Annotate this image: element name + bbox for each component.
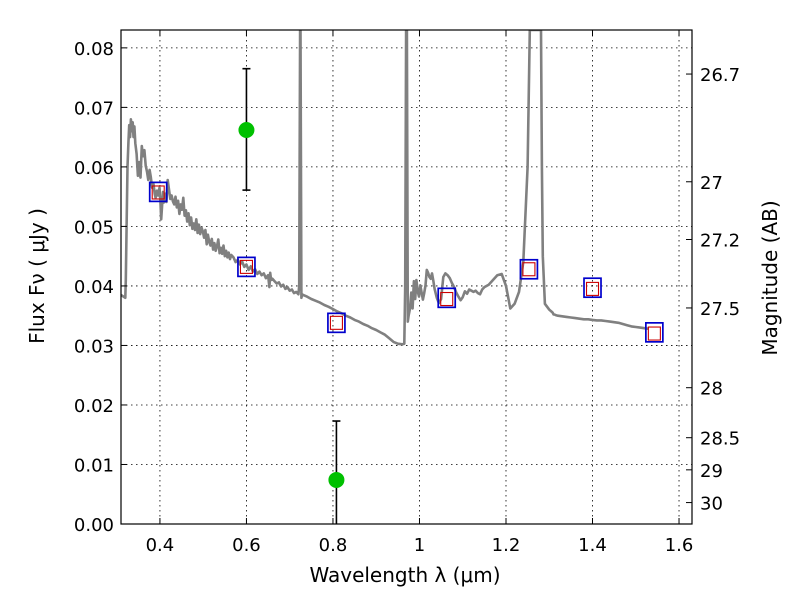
- magnitude-tick-label: 27.5: [700, 299, 740, 320]
- plot-frame: [120, 29, 693, 525]
- observed-photometry-marker: [237, 256, 256, 278]
- magnitude-tick-label: 27.2: [700, 231, 740, 252]
- model-photometry-marker: [151, 185, 165, 200]
- y-tick-label: 0.03: [74, 336, 114, 357]
- detections-group: [238, 67, 345, 524]
- x-tick-label: 1: [414, 535, 425, 556]
- model-photometry-marker: [522, 262, 536, 277]
- photometry-group: [148, 181, 664, 343]
- y-tick-label: 0.05: [74, 217, 114, 238]
- y-tick-label: 0.06: [74, 158, 114, 179]
- x-tick-label: 1.2: [492, 535, 521, 556]
- magnitude-tick-label: 27: [700, 173, 723, 194]
- observed-photometry-marker: [645, 322, 664, 343]
- y-tick-label: 0.07: [74, 98, 114, 119]
- sed-curve-group: [121, 30, 649, 346]
- model-photometry-marker: [647, 326, 661, 341]
- x-tick-label: 1.6: [665, 535, 694, 556]
- model-photometry-marker: [329, 315, 343, 330]
- x-tick-label: 0.8: [319, 535, 348, 556]
- observed-photometry-marker: [148, 181, 168, 203]
- magnitude-tick-label: 28.5: [700, 429, 740, 450]
- y-tick-label: 0.01: [74, 455, 114, 476]
- x-axis: 0.4 0.6 0.8 1 1.2 1.4 1.6: [146, 30, 694, 556]
- magnitude-tick-label: 30: [700, 494, 723, 515]
- model-photometry-marker: [585, 281, 600, 296]
- y-axis-right: 26.7 27 27.2 27.5 28 28.5 29 30: [686, 65, 740, 515]
- detection-point: [328, 471, 345, 488]
- model-photometry-marker: [440, 291, 454, 307]
- x-axis-title: Wavelength λ (μm): [309, 563, 500, 587]
- detection-point: [238, 121, 255, 138]
- y-tick-label: 0.00: [74, 515, 114, 536]
- sed-model-line: [121, 30, 649, 346]
- observed-photometry-marker: [583, 277, 602, 299]
- model-photometry-marker: [239, 259, 253, 274]
- observed-photometry-marker: [327, 312, 346, 334]
- x-tick-label: 0.6: [232, 535, 261, 556]
- y-tick-label: 0.04: [74, 277, 114, 298]
- magnitude-tick-label: 26.7: [700, 65, 740, 86]
- x-tick-label: 1.4: [578, 535, 607, 556]
- magnitude-tick-label: 28: [700, 379, 723, 400]
- x-tick-label: 0.4: [146, 535, 175, 556]
- y-axis-title: Flux Fν ( μJy ): [25, 208, 49, 344]
- y-tick-label: 0.08: [74, 39, 114, 60]
- magnitude-tick-label: 29: [700, 461, 723, 482]
- right-axis-title: Magnitude (AB): [758, 200, 782, 355]
- y-tick-label: 0.02: [74, 396, 114, 417]
- observed-photometry-marker: [519, 258, 539, 280]
- observed-photometry-marker: [437, 287, 457, 309]
- y-axis-left: 0.00 0.01 0.02 0.03 0.04 0.05 0.06 0.07 0.08: [74, 39, 127, 536]
